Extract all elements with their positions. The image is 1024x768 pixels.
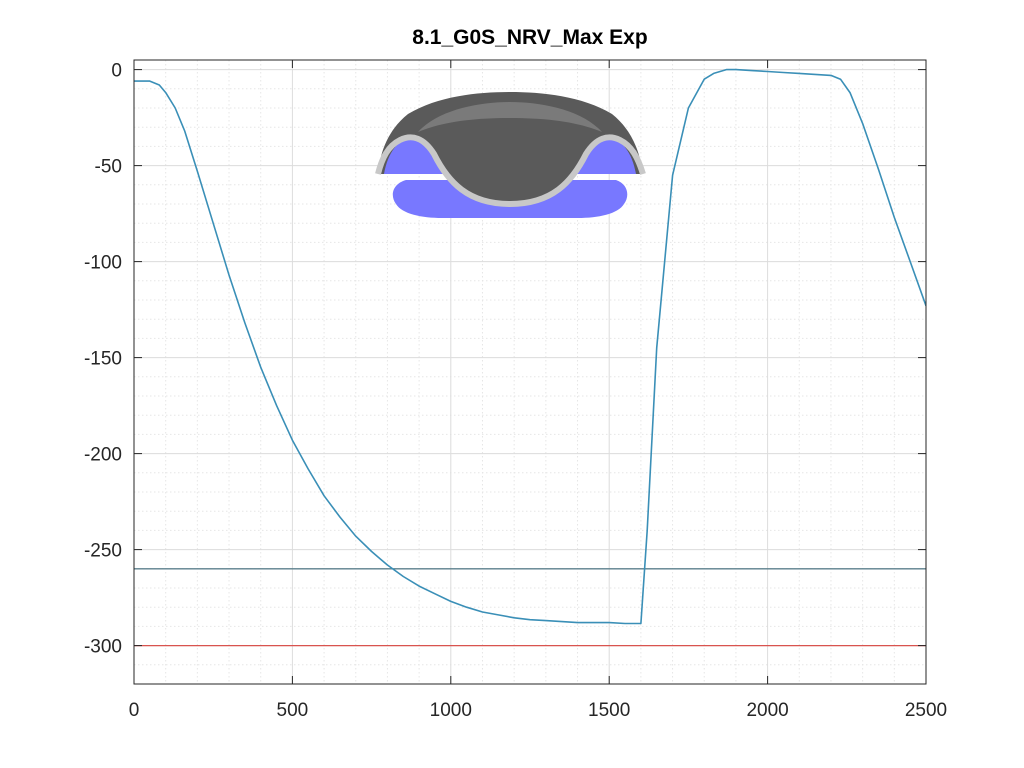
series-layer (134, 68, 926, 625)
axes-box (133, 59, 927, 685)
reference-lines (134, 568, 926, 647)
x-tick-label: 2500 (905, 700, 947, 721)
x-tick-label: 0 (129, 700, 140, 721)
y-tick-label: -100 (84, 253, 122, 274)
valve-rim (375, 134, 646, 207)
y-tick-label: -300 (84, 637, 122, 658)
series-line (134, 68, 926, 625)
y-tick-label: -50 (95, 157, 122, 178)
y-tick-label: -150 (84, 349, 122, 370)
x-tick-label: 1000 (430, 700, 472, 721)
chart-title: 8.1_G0S_NRV_Max Exp (412, 26, 647, 49)
y-axis: 0 -50 -100 -150 -200 -250 -300 (84, 61, 926, 658)
x-tick-label: 2000 (746, 700, 788, 721)
x-tick-label: 1500 (588, 700, 630, 721)
y-tick-label: -200 (84, 445, 122, 466)
valve-shell-highlight (418, 102, 602, 132)
y-tick-label: 0 (111, 61, 122, 82)
x-tick-label: 500 (277, 700, 309, 721)
x-axis: 0 500 1000 1500 2000 2500 (129, 60, 947, 721)
y-tick-label: -250 (84, 541, 122, 562)
heart-valve-cross-section-image (375, 92, 646, 218)
